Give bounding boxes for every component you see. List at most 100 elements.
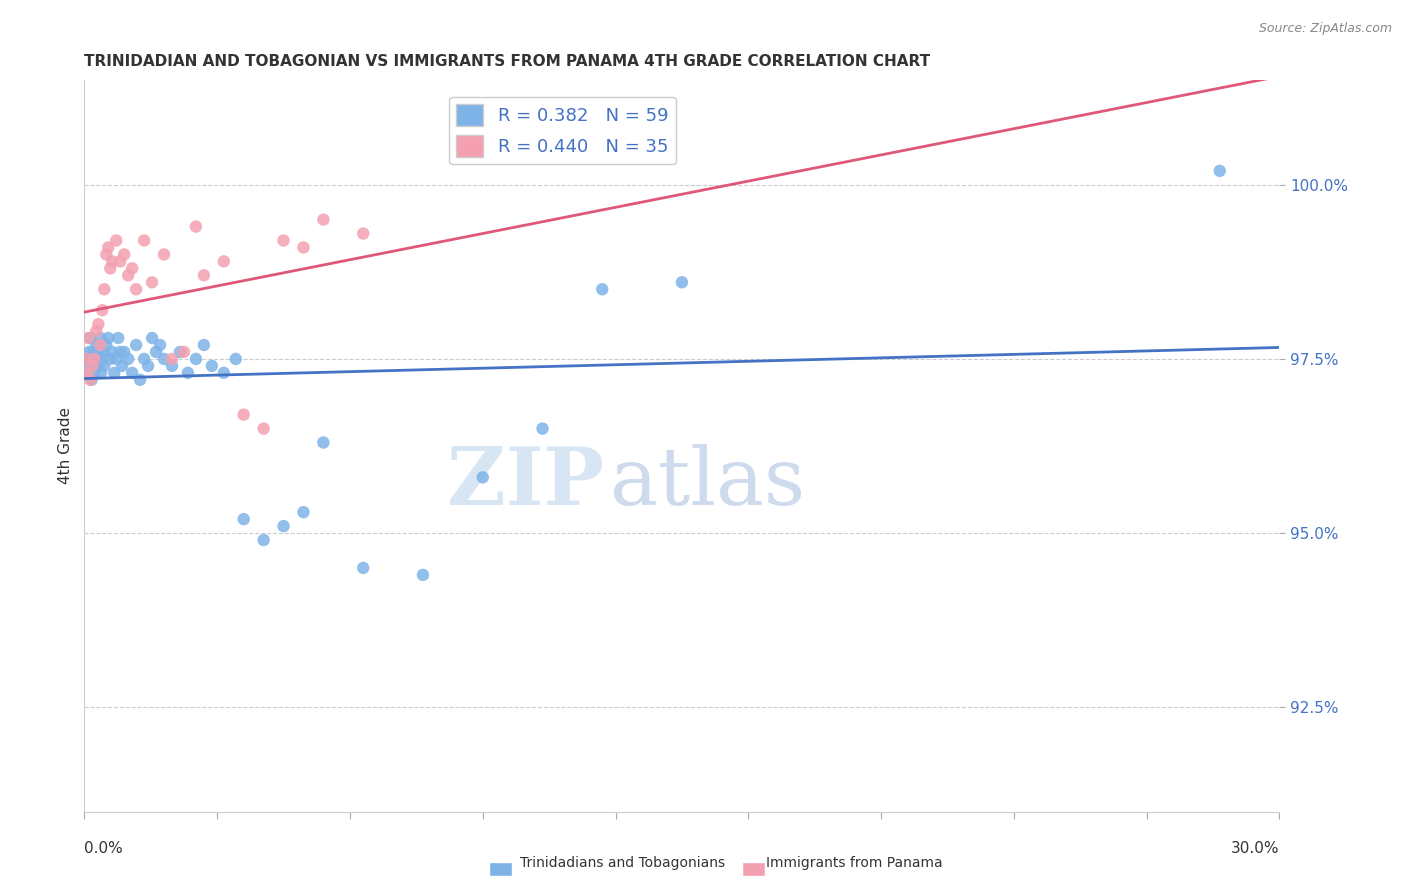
Point: [129, 373, 152, 387]
Point: [93, 282, 115, 296]
Point: [93, 345, 115, 359]
Point: [107, 331, 129, 345]
Point: [82, 359, 104, 373]
Point: [101, 254, 124, 268]
Text: atlas: atlas: [610, 443, 806, 522]
Point: [184, 351, 207, 366]
Point: [93, 359, 115, 373]
Text: Immigrants from Panama: Immigrants from Panama: [766, 855, 943, 870]
Point: [671, 275, 693, 289]
Point: [121, 366, 143, 380]
Point: [141, 331, 163, 345]
Point: [86, 351, 108, 366]
Point: [173, 345, 195, 359]
Point: [145, 345, 167, 359]
Point: [312, 435, 335, 450]
Point: [101, 345, 124, 359]
Point: [83, 366, 105, 380]
Point: [110, 254, 132, 268]
Point: [87, 317, 110, 331]
Point: [193, 268, 215, 283]
Point: [273, 519, 295, 533]
Point: [89, 345, 111, 359]
Point: [125, 282, 148, 296]
Point: [412, 567, 434, 582]
Point: [352, 561, 374, 575]
Point: [177, 366, 200, 380]
Text: TRINIDADIAN AND TOBAGONIAN VS IMMIGRANTS FROM PANAMA 4TH GRADE CORRELATION CHART: TRINIDADIAN AND TOBAGONIAN VS IMMIGRANTS…: [84, 54, 931, 70]
Point: [132, 234, 156, 248]
Point: [160, 359, 183, 373]
Point: [87, 359, 110, 373]
Point: [77, 345, 100, 359]
Point: [112, 345, 135, 359]
Point: [77, 331, 100, 345]
Point: [112, 247, 135, 261]
Point: [82, 359, 104, 373]
Point: [125, 338, 148, 352]
Point: [352, 227, 374, 241]
Point: [184, 219, 207, 234]
Point: [97, 331, 120, 345]
Point: [96, 338, 118, 352]
Point: [121, 261, 143, 276]
Point: [292, 240, 315, 254]
Point: [105, 351, 128, 366]
Point: [98, 351, 121, 366]
Point: [212, 366, 235, 380]
Point: [80, 373, 103, 387]
Text: Source: ZipAtlas.com: Source: ZipAtlas.com: [1258, 22, 1392, 36]
Point: [84, 351, 107, 366]
Point: [136, 359, 159, 373]
Text: ZIP: ZIP: [447, 443, 605, 522]
Point: [471, 470, 494, 484]
Point: [89, 338, 111, 352]
Text: 0.0%: 0.0%: [84, 841, 124, 856]
Point: [153, 247, 176, 261]
Point: [591, 282, 613, 296]
Point: [253, 421, 276, 435]
Point: [75, 366, 97, 380]
Point: [273, 234, 295, 248]
Point: [149, 338, 172, 352]
Point: [169, 345, 191, 359]
Point: [531, 421, 554, 435]
Point: [1209, 164, 1232, 178]
Text: Trinidadians and Tobagonians: Trinidadians and Tobagonians: [520, 855, 725, 870]
Point: [111, 359, 134, 373]
Point: [153, 351, 176, 366]
Point: [83, 351, 105, 366]
Point: [253, 533, 276, 547]
Point: [77, 351, 100, 366]
Point: [76, 359, 98, 373]
Point: [117, 268, 139, 283]
Point: [76, 366, 98, 380]
Point: [98, 261, 121, 276]
Point: [117, 351, 139, 366]
Point: [212, 254, 235, 268]
Point: [132, 351, 156, 366]
Point: [312, 212, 335, 227]
Point: [89, 331, 111, 345]
Point: [160, 351, 183, 366]
Point: [91, 303, 114, 318]
Point: [105, 234, 128, 248]
Point: [225, 351, 247, 366]
Point: [141, 275, 163, 289]
Point: [86, 338, 108, 352]
Y-axis label: 4th Grade: 4th Grade: [58, 408, 73, 484]
Point: [91, 351, 114, 366]
Point: [232, 512, 254, 526]
Point: [79, 373, 101, 387]
Point: [86, 324, 108, 338]
Point: [292, 505, 315, 519]
Point: [232, 408, 254, 422]
Point: [75, 351, 97, 366]
Text: 30.0%: 30.0%: [1232, 841, 1279, 856]
Point: [97, 240, 120, 254]
Point: [79, 331, 101, 345]
Legend: R = 0.382   N = 59, R = 0.440   N = 35: R = 0.382 N = 59, R = 0.440 N = 35: [449, 96, 676, 164]
Point: [82, 345, 104, 359]
Point: [201, 359, 224, 373]
Point: [90, 366, 112, 380]
